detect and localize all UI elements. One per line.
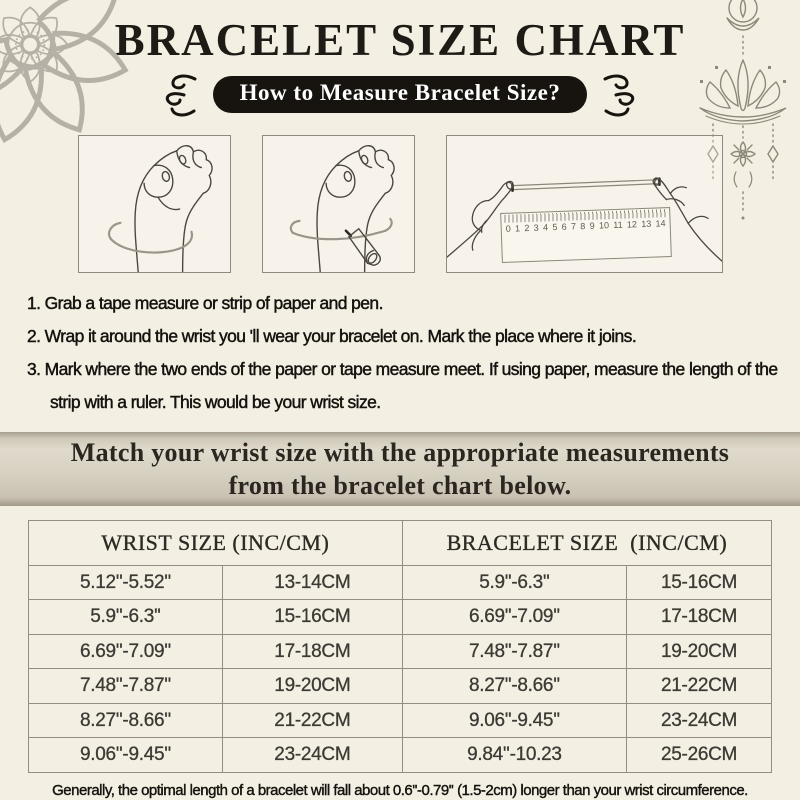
hand-with-pen-drawing [289,144,395,272]
table-cell: 25-26CM [626,737,772,773]
table-cell: 21-22CM [626,668,772,704]
match-banner: Match your wrist size with the appropria… [0,431,800,506]
table-cell: 8.27''-8.66'' [28,702,223,739]
table-cell: 6.69''-7.09'' [401,599,628,635]
table-row: 7.48''-7.87'' 19-20CM 8.27''-8.66'' 21-22CM [28,668,772,704]
table-row: 6.69''-7.09'' 17-18CM 7.48''-7.87'' 19-20CM [28,633,772,670]
bracelet-size-header: BRACELET SIZE (INC/CM) [402,520,772,566]
table-row: 8.27''-8.66'' 21-22CM 9.06''-9.45'' 23-24CM [28,702,772,739]
table-cell: 5.12''-5.52'' [28,564,223,601]
instructions-list: 1. Grab a tape measure or strip of paper… [27,287,796,419]
ruler-number: 6 [561,221,567,232]
ruler-number: 2 [524,222,530,233]
flourish-right-icon [603,74,635,117]
table-cell: 23-24CM [626,702,772,739]
instruction-step: 3. Mark where the two ends of the paper … [27,358,779,412]
table-cell: 9.06''-9.45'' [28,737,223,773]
table-cell: 6.69''-7.09'' [28,633,223,670]
table-cell: 9.84''-10.23 [401,737,628,773]
table-header-row: WRIST SIZE (INC/CM) BRACELET SIZE (INC/C… [28,520,772,566]
illustration-wrap-tape [78,134,231,273]
how-to-measure-badge: How to Measure Bracelet Size? [212,76,588,114]
mandala-flower-icon [0,0,129,143]
hands-with-ruler-drawing [447,177,722,262]
table-cell: 15-16CM [626,564,772,601]
illustration-row: 0 1 2 3 4 5 6 7 8 9 10 11 12 13 14 [78,134,800,273]
hand-with-tape-drawing [107,144,213,272]
ruler-number: 5 [552,221,558,232]
ruler: 0 1 2 3 4 5 6 7 8 9 10 11 12 13 14 [500,206,672,263]
table-cell: 13-14CM [221,564,403,601]
table-cell: 19-20CM [221,668,403,704]
ruler-number: 7 [570,221,577,232]
banner-line-2: from the bracelet chart below. [228,470,572,500]
ruler-number: 3 [533,222,539,233]
table-cell: 15-16CM [221,599,403,635]
page-title: BRACELET SIZE CHART [114,15,686,65]
banner-line-1: Match your wrist size with the appropria… [70,437,730,467]
table-cell: 7.48''-7.87'' [401,633,628,670]
ruler-number: 8 [580,220,586,231]
ruler-number: 0 [505,223,511,234]
ruler-number: 11 [613,219,623,230]
table-cell: 23-24CM [221,737,403,773]
ruler-number: 1 [514,223,521,234]
table-cell: 21-22CM [221,702,403,739]
instruction-step: 2. Wrap it around the wrist you 'll wear… [27,325,637,346]
table-cell: 17-18CM [221,633,403,670]
illustration-mark-pen [262,134,415,273]
ruler-number: 14 [655,218,666,229]
table-row: 5.12''-5.52'' 13-14CM 5.9''-6.3'' 15-16CM [28,564,772,601]
badge-row: How to Measure Bracelet Size? [0,72,800,118]
table-cell: 7.48''-7.87'' [28,668,223,704]
illustration-measure-ruler: 0 1 2 3 4 5 6 7 8 9 10 11 12 13 14 [446,134,723,273]
footer-note: Generally, the optimal length of a brace… [52,781,749,799]
lotus-pendant-icon [699,0,787,220]
size-table: WRIST SIZE (INC/CM) BRACELET SIZE (INC/C… [28,519,772,773]
table-cell: 9.06''-9.45'' [401,702,628,739]
wrist-size-header: WRIST SIZE (INC/CM) [28,520,403,566]
table-row: 9.06''-9.45'' 23-24CM 9.84''-10.23 25-26CM [28,737,772,773]
ruler-number: 12 [626,219,638,230]
table-cell: 19-20CM [626,633,772,670]
table-row: 5.9''-6.3'' 15-16CM 6.69''-7.09'' 17-18CM [28,599,772,635]
table-cell: 5.9''-6.3'' [401,564,628,601]
table-cell: 5.9''-6.3'' [28,599,223,635]
ruler-number: 4 [542,222,549,233]
instruction-step: 1. Grab a tape measure or strip of paper… [27,292,384,313]
ruler-number: 10 [598,219,610,231]
ruler-number: 13 [641,218,652,229]
ruler-number: 9 [589,220,595,231]
flourish-left-icon [165,74,197,117]
table-cell: 8.27''-8.66'' [401,668,628,704]
table-cell: 17-18CM [626,599,772,635]
size-table-body: 5.12''-5.52'' 13-14CM 5.9''-6.3'' 15-16CM 5.… [28,564,772,773]
